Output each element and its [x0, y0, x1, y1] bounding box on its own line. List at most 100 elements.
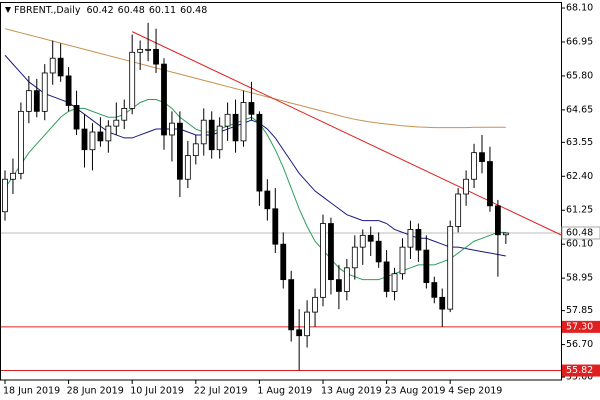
candle-body — [367, 234, 374, 242]
x-tick-label: 22 Jul 2019 — [194, 386, 248, 397]
candle-body — [161, 63, 167, 136]
candle-body — [2, 178, 8, 213]
candle-body — [224, 113, 231, 127]
candle-body — [41, 72, 48, 112]
candle-body — [463, 178, 470, 195]
candle-body — [145, 48, 152, 51]
candle-body — [272, 208, 279, 245]
header-low: 60.11 — [149, 5, 176, 16]
plot-area — [0, 22, 563, 372]
candle-body — [184, 155, 191, 180]
y-tick-label: 63.55 — [566, 137, 593, 148]
candle-body — [494, 205, 501, 236]
candle-body — [10, 172, 16, 180]
candle-body — [81, 128, 88, 151]
y-tick-label: 58.95 — [566, 273, 593, 284]
candle-body — [113, 119, 120, 127]
x-tick-label: 28 Jun 2019 — [67, 386, 124, 397]
candle-body — [383, 261, 390, 292]
header-icon — [5, 7, 11, 13]
candle-body — [264, 190, 271, 210]
moving-average — [4, 28, 506, 129]
candle-body — [176, 122, 183, 180]
y-tick-label: 55.60 — [566, 372, 593, 383]
candle-body — [17, 110, 24, 174]
level-label-box — [562, 320, 600, 333]
level-label: 55.82 — [566, 365, 593, 376]
candle-body — [399, 246, 406, 275]
header: FBRENT.,Daily 60.42 60.48 60.11 60.48 — [14, 5, 207, 16]
candle-body — [256, 113, 263, 192]
candle-body — [304, 311, 311, 337]
candle-body — [455, 193, 462, 227]
candle-body — [328, 223, 334, 281]
candle-body — [57, 57, 64, 77]
candle-body — [359, 234, 366, 248]
candle-body — [280, 243, 287, 281]
header-open: 60.42 — [86, 5, 113, 16]
symbol-title: FBRENT.,Daily — [14, 5, 81, 16]
candle-body — [375, 240, 382, 263]
candle-body — [33, 90, 40, 112]
y-tick-label: 68.10 — [566, 3, 593, 14]
candle-body — [49, 57, 56, 74]
candle-body — [153, 48, 159, 65]
candle-body — [312, 296, 318, 313]
candle-body — [248, 102, 255, 115]
candle-body — [471, 152, 477, 180]
candle-body — [240, 102, 247, 142]
candle-body — [415, 229, 422, 251]
candle-body — [320, 223, 326, 298]
candle-body — [447, 226, 454, 310]
candle-body — [137, 48, 144, 53]
y-tick-label: 56.70 — [566, 339, 593, 350]
candle-body — [487, 161, 493, 207]
candle-body — [423, 249, 430, 283]
x-tick-label: 18 Jun 2019 — [3, 386, 60, 397]
last-price-label: 60.48 — [566, 227, 593, 238]
last-price-box — [561, 226, 600, 240]
x-tick-label: 13 Aug 2019 — [321, 386, 382, 397]
x-tick-label: 1 Aug 2019 — [257, 386, 312, 397]
y-tick-label: 62.40 — [566, 171, 593, 182]
level-label: 57.30 — [566, 321, 593, 332]
candle-body — [89, 131, 96, 151]
candle-body — [121, 107, 128, 121]
y-tick-label: 64.65 — [566, 104, 593, 115]
candle-body — [296, 329, 303, 337]
moving-average — [4, 99, 506, 281]
candle-body — [192, 143, 199, 157]
candle-body — [65, 75, 72, 106]
x-tick-label: 23 Aug 2019 — [385, 386, 446, 397]
candle-body — [407, 229, 414, 248]
level-label-box — [562, 364, 600, 377]
candle-body — [502, 232, 509, 236]
candle-body — [431, 282, 438, 298]
candle-body — [232, 113, 239, 142]
candle-body — [25, 90, 32, 112]
candle-body — [208, 119, 215, 151]
candle-body — [216, 125, 223, 151]
y-tick-label: 61.25 — [566, 205, 593, 216]
candle-body — [343, 267, 350, 292]
x-tick-label: 10 Jul 2019 — [130, 386, 184, 397]
candle-body — [73, 105, 80, 130]
candle-body — [105, 125, 112, 142]
candle-body — [97, 131, 104, 142]
header-close: 60.48 — [180, 5, 207, 16]
x-tick-label: 4 Sep 2019 — [448, 386, 502, 397]
candle-body — [288, 279, 295, 331]
header-high: 60.48 — [118, 5, 145, 16]
y-tick-label: 57.85 — [566, 305, 593, 316]
plot-frame — [0, 2, 562, 381]
y-tick-label: 66.95 — [566, 36, 593, 47]
moving-average — [4, 54, 506, 257]
y-tick-label: 65.80 — [566, 70, 593, 81]
candle-body — [351, 246, 358, 269]
candle-body — [169, 122, 175, 136]
candle-body — [200, 119, 207, 145]
candle-body — [335, 279, 342, 292]
y-tick-label: 60.10 — [566, 239, 593, 250]
